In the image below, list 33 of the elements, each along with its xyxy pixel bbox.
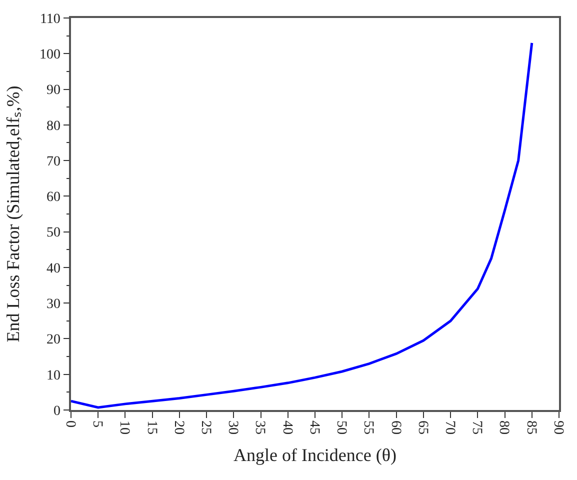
y-tick-label: 70 bbox=[46, 154, 60, 170]
y-tick-label: 90 bbox=[46, 83, 60, 98]
y-tick-label: 80 bbox=[46, 118, 60, 134]
x-tick-label: 55 bbox=[360, 420, 376, 435]
y-tick-label: 40 bbox=[46, 261, 60, 276]
y-axis-title: End Loss Factor (Simulated,elfₛ,%) bbox=[3, 86, 24, 342]
x-tick-label: 40 bbox=[279, 420, 294, 435]
x-tick-label: 0 bbox=[62, 420, 78, 428]
x-tick-label: 5 bbox=[90, 420, 105, 428]
x-tick-label: 80 bbox=[496, 420, 512, 435]
y-tick-label: 100 bbox=[39, 48, 60, 63]
x-tick-label: 15 bbox=[144, 420, 159, 435]
x-axis-title: Angle of Incidence (θ) bbox=[233, 445, 397, 466]
x-tick-label: 70 bbox=[442, 420, 458, 435]
x-tick-label: 35 bbox=[252, 420, 268, 435]
x-tick-label: 20 bbox=[170, 420, 186, 435]
y-tick-label: 60 bbox=[46, 190, 60, 206]
x-tick-label: 75 bbox=[469, 420, 484, 435]
x-tick-label: 90 bbox=[550, 420, 566, 435]
x-tick-label: 50 bbox=[334, 420, 349, 435]
x-tick-label: 65 bbox=[414, 420, 430, 435]
line-series bbox=[71, 42, 534, 409]
x-tick-label: 30 bbox=[225, 420, 240, 435]
y-tick-label: 20 bbox=[46, 332, 60, 348]
y-tick-label: 30 bbox=[46, 296, 60, 312]
x-tick-label: 25 bbox=[198, 420, 214, 435]
y-tick-label: 50 bbox=[46, 226, 60, 241]
x-tick-label: 45 bbox=[306, 420, 322, 435]
x-tick-label: 10 bbox=[116, 420, 132, 435]
y-tick-label: 10 bbox=[46, 368, 60, 384]
x-tick-label: 85 bbox=[523, 420, 538, 435]
y-tick-label: 110 bbox=[40, 12, 60, 27]
x-tick-label: 60 bbox=[388, 420, 403, 435]
